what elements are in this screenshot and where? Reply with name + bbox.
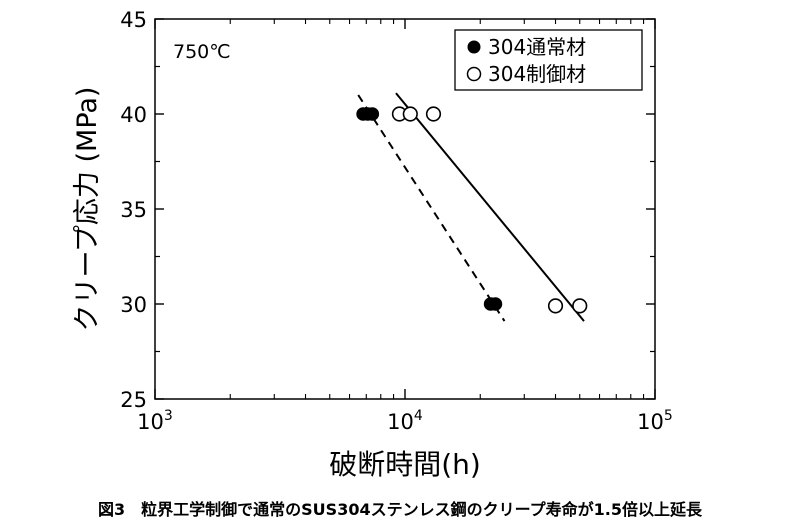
y-tick-label: 30 xyxy=(120,293,147,317)
y-axis-label: クリープ応力 (MPa) xyxy=(72,87,103,332)
fit-line-normal xyxy=(357,94,506,322)
data-point-normal xyxy=(488,297,503,311)
legend-label-normal: 304通常材 xyxy=(488,35,586,59)
legend-marker-normal xyxy=(467,40,481,54)
y-tick-label: 35 xyxy=(120,198,147,222)
data-point-controlled xyxy=(572,298,588,314)
legend-label-controlled: 304制御材 xyxy=(488,62,586,86)
x-axis-label: 破断時間(h) xyxy=(329,448,481,481)
creep-chart: 25 30 35 40 45 103 104 105 750℃ 304通常材 304制御材 破… xyxy=(72,8,673,481)
fit-line-controlled xyxy=(395,92,585,322)
x-tick-label: 103 xyxy=(137,408,173,434)
y-tick-label: 25 xyxy=(120,388,147,412)
y-tick-label: 40 xyxy=(120,103,147,127)
x-tick-label: 105 xyxy=(637,408,673,434)
y-tick-label: 45 xyxy=(120,8,147,32)
data-point-normal xyxy=(365,107,380,121)
legend: 304通常材 304制御材 xyxy=(454,29,643,91)
data-point-controlled xyxy=(547,298,564,314)
x-tick-label: 104 xyxy=(387,408,423,434)
figure-caption: 図3 粒界工学制御で通常のSUS304ステンレス鋼のクリープ寿命が1.5倍以上延… xyxy=(98,500,702,519)
legend-box xyxy=(454,29,643,91)
temperature-annotation: 750℃ xyxy=(173,41,231,63)
data-point-controlled xyxy=(425,106,442,122)
data-point-controlled xyxy=(402,106,418,122)
legend-marker-controlled xyxy=(466,66,482,82)
